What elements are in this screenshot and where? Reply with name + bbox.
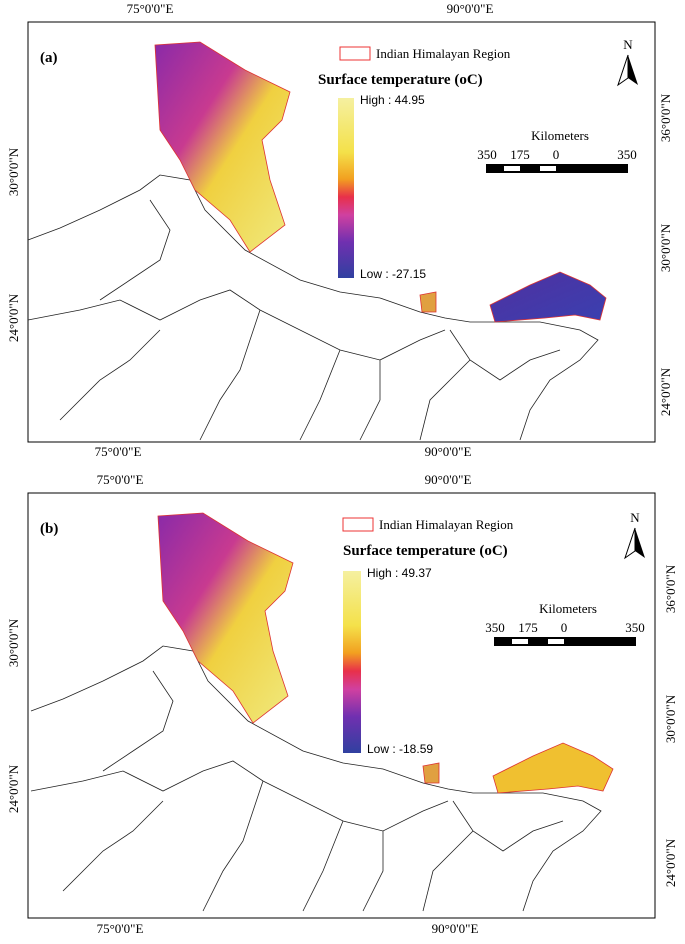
scale-title: Kilometers <box>539 601 597 616</box>
scale-tick: 0 <box>553 147 560 162</box>
north-arrow <box>628 55 638 85</box>
bottom-label: 90°0'0"E <box>425 444 472 459</box>
top-label: 90°0'0"E <box>425 472 472 487</box>
scale-tick: 350 <box>625 620 645 635</box>
scale-tick: 350 <box>617 147 637 162</box>
north-label: N <box>630 510 640 525</box>
ne-himalaya <box>489 271 607 323</box>
legend-high: High : 49.37 <box>367 566 432 580</box>
legend-title: Surface temperature (oC) <box>343 543 508 559</box>
left-label: 30°0'0"N <box>6 147 21 196</box>
top-label: 75°0'0"E <box>127 1 174 16</box>
right-label: 36°0'0"N <box>663 564 678 613</box>
color-ramp <box>338 98 354 278</box>
color-ramp <box>343 571 361 753</box>
legend-low: Low : -18.59 <box>367 742 433 756</box>
scale-tick: 350 <box>477 147 497 162</box>
left-label: 24°0'0"N <box>6 293 21 342</box>
scale-tick: 350 <box>485 620 505 635</box>
sikkim <box>422 762 440 784</box>
legend-swatch <box>342 517 374 532</box>
legend-region: Indian Himalayan Region <box>379 517 514 532</box>
left-label: 24°0'0"N <box>6 764 21 813</box>
legend-high: High : 44.95 <box>360 93 425 107</box>
scale-bar <box>486 164 628 173</box>
frame <box>27 21 656 443</box>
panel-label: (a) <box>40 50 58 66</box>
panel-b: (b) 75°0'0"E 90°0'0"E 75°0'0"E 90°0'0"E … <box>6 472 678 936</box>
bottom-label: 75°0'0"E <box>95 444 142 459</box>
sikkim <box>419 291 437 313</box>
right-label: 24°0'0"N <box>658 367 673 416</box>
frame <box>27 492 656 919</box>
panel-a: (a) 75°0'0"E 90°0'0"E 75°0'0"E 90°0'0"E … <box>6 1 673 459</box>
scale-bar <box>494 637 636 646</box>
legend-low: Low : -27.15 <box>360 267 426 281</box>
legend-swatch <box>339 46 371 61</box>
scale-title: Kilometers <box>531 128 589 143</box>
top-label: 75°0'0"E <box>97 472 144 487</box>
nw-himalaya <box>154 41 291 253</box>
north-label: N <box>623 37 633 52</box>
right-label: 30°0'0"N <box>663 694 678 743</box>
north-arrow <box>617 54 629 87</box>
panel-label: (b) <box>40 521 58 537</box>
right-label: 24°0'0"N <box>663 838 678 887</box>
bottom-label: 90°0'0"E <box>432 921 479 936</box>
top-label: 90°0'0"E <box>447 1 494 16</box>
right-label: 30°0'0"N <box>658 223 673 272</box>
scale-tick: 175 <box>518 620 538 635</box>
north-arrow <box>624 527 636 560</box>
nw-himalaya <box>157 512 294 724</box>
ne-himalaya <box>492 742 614 794</box>
legend-title: Surface temperature (oC) <box>318 72 483 88</box>
bottom-label: 75°0'0"E <box>97 921 144 936</box>
scale-tick: 175 <box>510 147 530 162</box>
left-label: 30°0'0"N <box>6 618 21 667</box>
legend-region: Indian Himalayan Region <box>376 46 511 61</box>
right-label: 36°0'0"N <box>658 93 673 142</box>
scale-tick: 0 <box>561 620 568 635</box>
north-arrow <box>635 528 645 558</box>
